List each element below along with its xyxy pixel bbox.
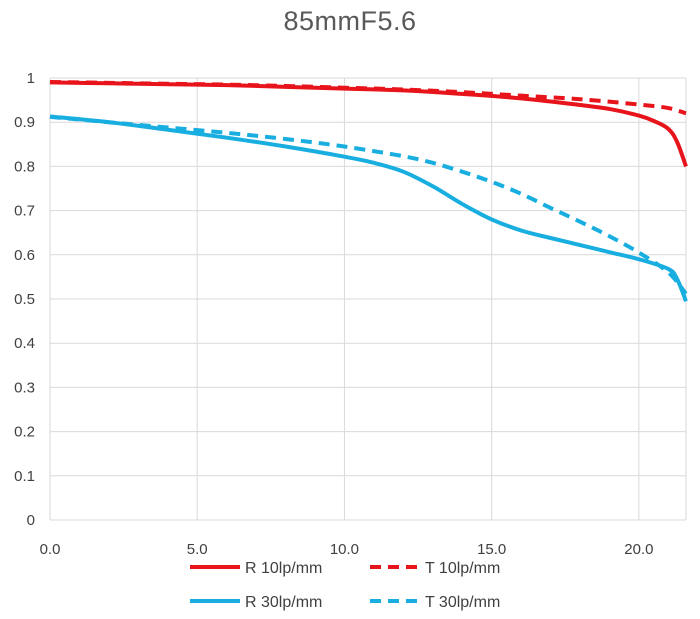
legend-label: R 30lp/mm — [245, 594, 322, 611]
series-line-t-30lp-mm — [49, 114, 688, 295]
x-tick-label: 0.0 — [40, 541, 61, 558]
y-tick-label: 0.4 — [14, 335, 35, 352]
axis-layer: 00.10.20.30.40.50.60.70.80.910.0 5.0 10.0 1… — [14, 70, 653, 558]
legend-label: R 10lp/mm — [245, 560, 322, 577]
series-line-t-10lp-mm — [49, 79, 687, 116]
y-tick-label: 0 — [27, 512, 35, 529]
series-layer — [49, 79, 688, 302]
y-tick-label: 0.9 — [14, 114, 35, 131]
y-tick-label: 0.8 — [14, 158, 35, 175]
series-line-r-10lp-mm — [49, 80, 688, 168]
x-tick-label: 5.0 — [187, 541, 208, 558]
y-tick-label: 0.6 — [14, 247, 35, 264]
grid-layer — [49, 77, 687, 521]
y-tick-label: 0.2 — [14, 424, 35, 441]
legend: R 10lp/mm T 10lp/mm R 30lp/mm T 30lp/mm — [190, 560, 500, 611]
y-tick-label: 1 — [27, 70, 35, 87]
series-line-r-30lp-mm — [49, 114, 688, 302]
x-tick-label: 15.0 — [477, 541, 506, 558]
y-tick-label: 0.3 — [14, 379, 35, 396]
y-tick-label: 0.5 — [14, 291, 35, 308]
legend-label: T 10lp/mm — [425, 560, 500, 577]
y-tick-label: 0.1 — [14, 468, 35, 485]
x-tick-label: 10.0 — [330, 541, 359, 558]
chart-title: 85mmF5.6 — [283, 6, 417, 36]
y-tick-label: 0.7 — [14, 203, 35, 220]
x-tick-label: 20.0 — [624, 541, 653, 558]
legend-label: T 30lp/mm — [425, 594, 500, 611]
